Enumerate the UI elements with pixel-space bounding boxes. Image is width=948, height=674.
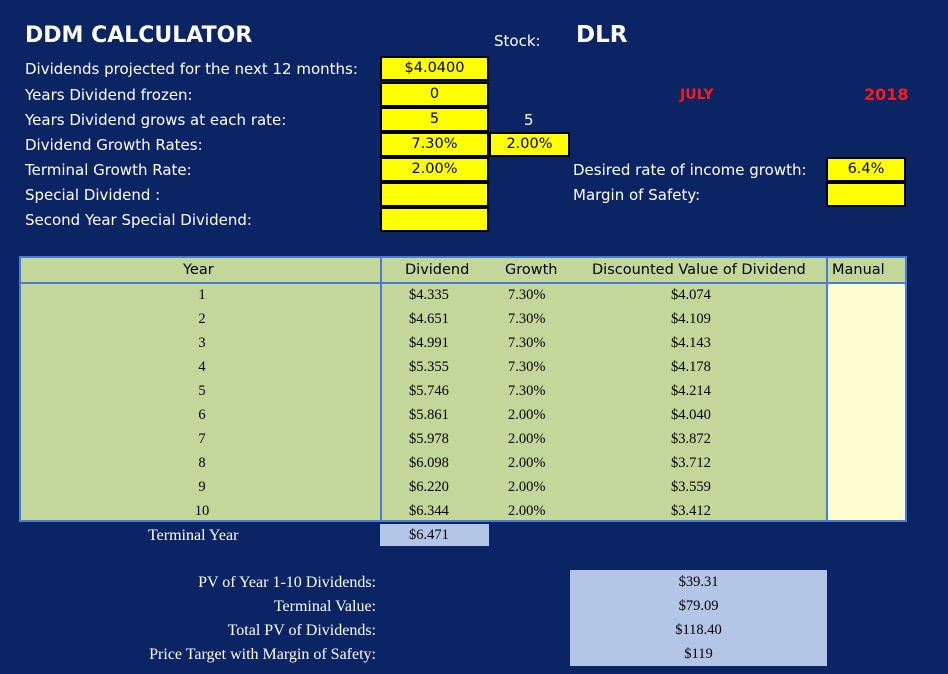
years-grows-second-value[interactable]: 5 [524, 111, 534, 129]
price-target-label: Price Target with Margin of Safety: [149, 646, 376, 663]
discounted-value-cell: $4.178 [671, 359, 711, 375]
dividend-cell: $6.344 [409, 503, 449, 519]
discounted-value-cell: $3.872 [671, 431, 711, 447]
year-header: Year [183, 262, 214, 278]
margin-of-safety-input[interactable] [826, 182, 906, 207]
summary-values-box: $39.31 $79.09 $118.40 $119 [570, 570, 827, 666]
terminal-growth-input[interactable]: 2.00% [380, 157, 489, 182]
dividend-cell: $6.220 [409, 479, 449, 495]
discounted-value-header: Discounted Value of Dividend [592, 262, 806, 278]
dividend-cell: $5.978 [409, 431, 449, 447]
year-cell: 6 [198, 407, 206, 423]
growth-rate-1-input[interactable]: 7.30% [380, 132, 489, 157]
second-special-dividend-label: Second Year Special Dividend: [25, 211, 252, 229]
price-target-value: $119 [684, 646, 713, 662]
dividend-cell: $5.355 [409, 359, 449, 375]
year-cell: 3 [198, 335, 206, 351]
dividends-projected-input[interactable]: $4.0400 [380, 56, 489, 81]
discounted-value-cell: $4.074 [671, 287, 711, 303]
year-cell: 2 [198, 311, 206, 327]
discounted-value-cell: $3.412 [671, 503, 711, 519]
growth-cell: 2.00% [508, 455, 546, 471]
special-dividend-label: Special Dividend : [25, 186, 161, 204]
dividend-cell: $5.861 [409, 407, 449, 423]
app-title: DDM CALCULATOR [25, 23, 253, 48]
dividend-cell: $4.335 [409, 287, 449, 303]
terminal-value: $79.09 [678, 598, 719, 614]
dividend-cell: $4.991 [409, 335, 449, 351]
dividend-header: Dividend [405, 262, 470, 278]
year-cell: 9 [198, 479, 206, 495]
discounted-value-cell: $3.559 [671, 479, 711, 495]
desired-income-growth-input[interactable]: 6.4% [826, 157, 906, 182]
month-label: JULY [680, 87, 714, 103]
growth-cell: 7.30% [508, 335, 546, 351]
growth-cell: 2.00% [508, 431, 546, 447]
years-grows-input[interactable]: 5 [380, 107, 489, 132]
year-cell: 4 [198, 359, 206, 375]
terminal-value-label: Terminal Value: [273, 598, 376, 615]
discounted-value-cell: $4.214 [671, 383, 711, 399]
dividend-cell: $4.651 [409, 311, 449, 327]
growth-rates-label: Dividend Growth Rates: [25, 136, 203, 154]
manual-header: Manual [832, 262, 885, 278]
growth-cell: 2.00% [508, 479, 546, 495]
dividend-cell: $5.746 [409, 383, 449, 399]
discounted-value-cell: $3.712 [671, 455, 711, 471]
discounted-value-cell: $4.040 [671, 407, 711, 423]
desired-income-growth-label: Desired rate of income growth: [573, 161, 807, 179]
total-pv-value: $118.40 [675, 622, 722, 638]
discounted-value-cell: $4.109 [671, 311, 711, 327]
year-cell: 10 [194, 503, 210, 519]
column-divider [380, 258, 382, 520]
year-cell: 8 [198, 455, 206, 471]
pv-dividends-label: PV of Year 1-10 Dividends: [198, 574, 376, 591]
growth-cell: 7.30% [508, 383, 546, 399]
second-special-dividend-input[interactable] [380, 207, 489, 232]
years-frozen-label: Years Dividend frozen: [25, 86, 193, 104]
pv-dividends-value: $39.31 [678, 574, 719, 590]
stock-label: Stock: [494, 32, 541, 50]
column-divider [826, 258, 828, 520]
growth-cell: 7.30% [508, 287, 546, 303]
manual-column[interactable] [828, 284, 905, 520]
terminal-growth-label: Terminal Growth Rate: [25, 161, 192, 179]
growth-cell: 7.30% [508, 359, 546, 375]
header-divider [21, 282, 905, 284]
year-label: 2018 [864, 85, 909, 104]
growth-cell: 2.00% [508, 503, 546, 519]
terminal-year-label: Terminal Year [148, 527, 239, 544]
total-pv-label: Total PV of Dividends: [227, 622, 376, 639]
growth-cell: 7.30% [508, 311, 546, 327]
year-cell: 1 [198, 287, 206, 303]
year-cell: 5 [198, 383, 206, 399]
growth-rate-2-input[interactable]: 2.00% [489, 132, 570, 157]
years-grows-label: Years Dividend grows at each rate: [25, 111, 287, 129]
growth-header: Growth [505, 262, 558, 278]
margin-of-safety-label: Margin of Safety: [573, 186, 701, 204]
years-frozen-input[interactable]: 0 [380, 82, 489, 107]
discounted-value-cell: $4.143 [671, 335, 711, 351]
growth-cell: 2.00% [508, 407, 546, 423]
dividend-cell: $6.098 [409, 455, 449, 471]
dividends-projected-label: Dividends projected for the next 12 mont… [25, 60, 358, 78]
stock-ticker[interactable]: DLR [576, 22, 628, 48]
dividend-table: Year Dividend Growth Discounted Value of… [19, 256, 907, 522]
special-dividend-input[interactable] [380, 182, 489, 207]
year-cell: 7 [198, 431, 206, 447]
terminal-year-value: $6.471 [380, 524, 489, 546]
